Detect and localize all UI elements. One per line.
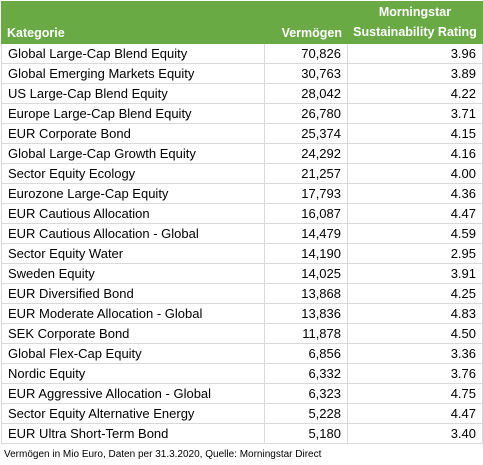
table-row: EUR Moderate Allocation - Global 13,836 4.… bbox=[1, 303, 483, 324]
table-row: Global Large-Cap Growth Equity 24,292 4.16 bbox=[1, 143, 483, 164]
header-assets: Vermögen bbox=[264, 1, 348, 44]
assets-cell: 25,374 bbox=[264, 123, 348, 144]
category-cell: Nordic Equity bbox=[1, 363, 265, 384]
header-rating-line1: Morningstar bbox=[378, 5, 452, 19]
category-cell: EUR Corporate Bond bbox=[1, 123, 265, 144]
category-cell: EUR Diversified Bond bbox=[1, 283, 265, 304]
table-row: Global Flex-Cap Equity 6,856 3.36 bbox=[1, 343, 483, 364]
assets-cell: 13,836 bbox=[264, 303, 348, 324]
assets-cell: 14,479 bbox=[264, 223, 348, 244]
category-cell: EUR Ultra Short-Term Bond bbox=[1, 423, 265, 444]
category-cell: US Large-Cap Blend Equity bbox=[1, 83, 265, 104]
header-row: Kategorie Vermögen Morningstar Sustainabi… bbox=[1, 1, 483, 44]
category-cell: Global Large-Cap Growth Equity bbox=[1, 143, 265, 164]
assets-cell: 28,042 bbox=[264, 83, 348, 104]
category-cell: Sector Equity Water bbox=[1, 243, 265, 264]
assets-cell: 26,780 bbox=[264, 103, 348, 124]
header-category: Kategorie bbox=[1, 1, 265, 44]
category-cell: Global Large-Cap Blend Equity bbox=[1, 43, 265, 64]
rating-cell: 4.50 bbox=[347, 323, 483, 344]
assets-cell: 5,180 bbox=[264, 423, 348, 444]
table-row: EUR Aggressive Allocation - Global 6,323 4… bbox=[1, 383, 483, 404]
assets-cell: 17,793 bbox=[264, 183, 348, 204]
table-row: Sweden Equity 14,025 3.91 bbox=[1, 263, 483, 284]
table-row: US Large-Cap Blend Equity 28,042 4.22 bbox=[1, 83, 483, 104]
category-cell: Europe Large-Cap Blend Equity bbox=[1, 103, 265, 124]
assets-cell: 24,292 bbox=[264, 143, 348, 164]
category-cell: Sector Equity Ecology bbox=[1, 163, 265, 184]
assets-cell: 16,087 bbox=[264, 203, 348, 224]
rating-cell: 4.25 bbox=[347, 283, 483, 304]
rating-cell: 4.75 bbox=[347, 383, 483, 404]
category-cell: EUR Cautious Allocation bbox=[1, 203, 265, 224]
rating-cell: 3.76 bbox=[347, 363, 483, 384]
table-row: EUR Ultra Short-Term Bond 5,180 3.40 bbox=[1, 423, 483, 444]
rating-cell: 3.91 bbox=[347, 263, 483, 284]
rating-cell: 4.36 bbox=[347, 183, 483, 204]
assets-cell: 14,190 bbox=[264, 243, 348, 264]
table-row: EUR Cautious Allocation - Global 14,479 4.… bbox=[1, 223, 483, 244]
sustainability-table: Kategorie Vermögen Morningstar Sustainabi… bbox=[1, 1, 483, 444]
table-row: Global Large-Cap Blend Equity 70,826 3.96 bbox=[1, 43, 483, 64]
table-body: Global Large-Cap Blend Equity 70,826 3.96 … bbox=[1, 43, 483, 444]
category-cell: Sector Equity Alternative Energy bbox=[1, 403, 265, 424]
rating-cell: 3.71 bbox=[347, 103, 483, 124]
category-cell: EUR Aggressive Allocation - Global bbox=[1, 383, 265, 404]
table-header: Kategorie Vermögen Morningstar Sustainabi… bbox=[1, 1, 483, 44]
table-row: Sector Equity Alternative Energy 5,228 4.4… bbox=[1, 403, 483, 424]
category-cell: SEK Corporate Bond bbox=[1, 323, 265, 344]
assets-cell: 5,228 bbox=[264, 403, 348, 424]
rating-cell: 4.15 bbox=[347, 123, 483, 144]
rating-cell: 4.83 bbox=[347, 303, 483, 324]
rating-cell: 3.96 bbox=[347, 43, 483, 64]
category-cell: EUR Moderate Allocation - Global bbox=[1, 303, 265, 324]
assets-cell: 13,868 bbox=[264, 283, 348, 304]
header-rating: Morningstar Sustainability Rating bbox=[347, 1, 483, 44]
assets-cell: 6,332 bbox=[264, 363, 348, 384]
table-row: SEK Corporate Bond 11,878 4.50 bbox=[1, 323, 483, 344]
rating-cell: 4.00 bbox=[347, 163, 483, 184]
category-cell: EUR Cautious Allocation - Global bbox=[1, 223, 265, 244]
table-row: Sector Equity Ecology 21,257 4.00 bbox=[1, 163, 483, 184]
assets-cell: 6,323 bbox=[264, 383, 348, 404]
header-rating-line2: Sustainability Rating bbox=[353, 25, 477, 39]
assets-cell: 6,856 bbox=[264, 343, 348, 364]
table-row: EUR Cautious Allocation 16,087 4.47 bbox=[1, 203, 483, 224]
rating-cell: 3.40 bbox=[347, 423, 483, 444]
table-row: Nordic Equity 6,332 3.76 bbox=[1, 363, 483, 384]
assets-cell: 14,025 bbox=[264, 263, 348, 284]
rating-cell: 4.22 bbox=[347, 83, 483, 104]
rating-cell: 3.89 bbox=[347, 63, 483, 84]
table-row: Sector Equity Water 14,190 2.95 bbox=[1, 243, 483, 264]
category-cell: Sweden Equity bbox=[1, 263, 265, 284]
assets-cell: 70,826 bbox=[264, 43, 348, 64]
table-row: EUR Corporate Bond 25,374 4.15 bbox=[1, 123, 483, 144]
source-footnote: Vermögen in Mio Euro, Daten per 31.3.202… bbox=[4, 449, 322, 460]
rating-cell: 4.47 bbox=[347, 403, 483, 424]
table-row: Global Emerging Markets Equity 30,763 3.89 bbox=[1, 63, 483, 84]
rating-cell: 4.47 bbox=[347, 203, 483, 224]
table-row: Eurozone Large-Cap Equity 17,793 4.36 bbox=[1, 183, 483, 204]
rating-cell: 4.59 bbox=[347, 223, 483, 244]
assets-cell: 30,763 bbox=[264, 63, 348, 84]
category-cell: Global Emerging Markets Equity bbox=[1, 63, 265, 84]
assets-cell: 11,878 bbox=[264, 323, 348, 344]
rating-cell: 3.36 bbox=[347, 343, 483, 364]
category-cell: Global Flex-Cap Equity bbox=[1, 343, 265, 364]
table-row: Europe Large-Cap Blend Equity 26,780 3.71 bbox=[1, 103, 483, 124]
rating-cell: 2.95 bbox=[347, 243, 483, 264]
table-row: EUR Diversified Bond 13,868 4.25 bbox=[1, 283, 483, 304]
rating-cell: 4.16 bbox=[347, 143, 483, 164]
assets-cell: 21,257 bbox=[264, 163, 348, 184]
category-cell: Eurozone Large-Cap Equity bbox=[1, 183, 265, 204]
